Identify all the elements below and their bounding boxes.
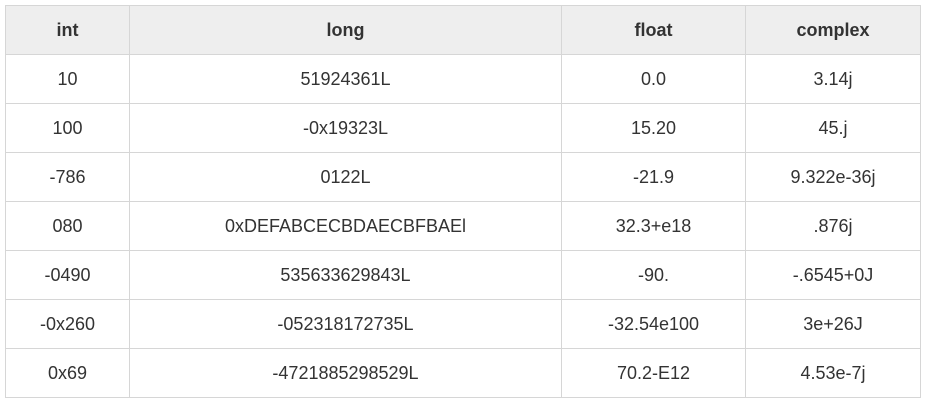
cell-long: 535633629843L	[129, 250, 562, 300]
cell-complex: 3e+26J	[745, 299, 921, 349]
table-row: -0490 535633629843L -90. -.6545+0J	[5, 250, 921, 300]
table-row: 0x69 -4721885298529L 70.2-E12 4.53e-7j	[5, 348, 921, 398]
cell-int: -0x260	[5, 299, 130, 349]
cell-float: 32.3+e18	[561, 201, 746, 251]
cell-int: -0490	[5, 250, 130, 300]
cell-float: 15.20	[561, 103, 746, 153]
table-row: -786 0122L -21.9 9.322e-36j	[5, 152, 921, 202]
cell-float: -90.	[561, 250, 746, 300]
cell-complex: 9.322e-36j	[745, 152, 921, 202]
cell-complex: 45.j	[745, 103, 921, 153]
table-row: 080 0xDEFABCECBDAECBFBAEl 32.3+e18 .876j	[5, 201, 921, 251]
cell-int: 10	[5, 54, 130, 104]
cell-int: 100	[5, 103, 130, 153]
column-header-int: int	[5, 5, 130, 55]
column-header-complex: complex	[745, 5, 921, 55]
cell-int: 080	[5, 201, 130, 251]
cell-complex: 4.53e-7j	[745, 348, 921, 398]
table-row: 10 51924361L 0.0 3.14j	[5, 54, 921, 104]
cell-float: 0.0	[561, 54, 746, 104]
data-table-container: int long float complex 10 51924361L 0.0 …	[5, 5, 921, 398]
cell-int: -786	[5, 152, 130, 202]
cell-long: -0x19323L	[129, 103, 562, 153]
cell-long: -052318172735L	[129, 299, 562, 349]
table-row: -0x260 -052318172735L -32.54e100 3e+26J	[5, 299, 921, 349]
cell-int: 0x69	[5, 348, 130, 398]
cell-complex: .876j	[745, 201, 921, 251]
table-row: 100 -0x19323L 15.20 45.j	[5, 103, 921, 153]
table-header-row: int long float complex	[5, 5, 921, 55]
cell-complex: 3.14j	[745, 54, 921, 104]
column-header-float: float	[561, 5, 746, 55]
number-types-table: int long float complex 10 51924361L 0.0 …	[5, 5, 921, 398]
cell-float: -32.54e100	[561, 299, 746, 349]
cell-long: 0122L	[129, 152, 562, 202]
cell-complex: -.6545+0J	[745, 250, 921, 300]
column-header-long: long	[129, 5, 562, 55]
cell-long: 0xDEFABCECBDAECBFBAEl	[129, 201, 562, 251]
cell-float: 70.2-E12	[561, 348, 746, 398]
cell-long: -4721885298529L	[129, 348, 562, 398]
cell-long: 51924361L	[129, 54, 562, 104]
cell-float: -21.9	[561, 152, 746, 202]
